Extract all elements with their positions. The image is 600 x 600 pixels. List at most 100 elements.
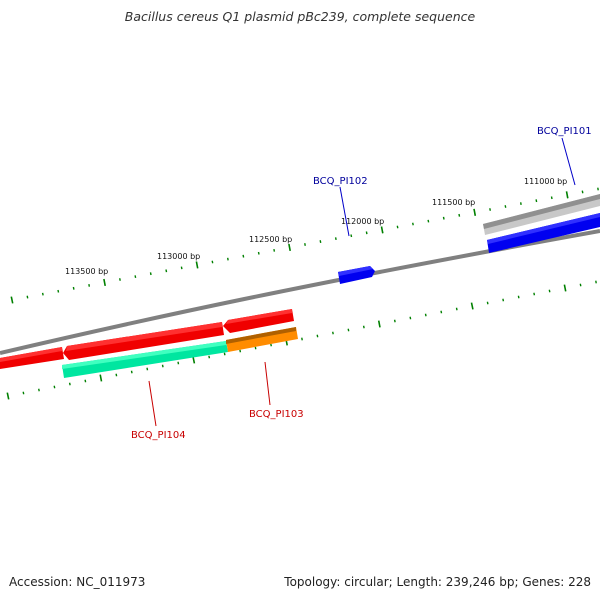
gene-bcq-pi104[interactable] (62, 341, 228, 378)
tick-label-113500: 113500 bp (65, 267, 108, 276)
backbone (0, 229, 600, 355)
gene-gray[interactable] (483, 194, 600, 235)
outer-major-tick (380, 226, 384, 234)
inner-minor-tick (517, 295, 520, 299)
inner-minor-tick (332, 331, 334, 335)
gene-label-bcq-pi102[interactable]: BCQ_PI102 (313, 176, 368, 187)
outer-major-tick (10, 296, 14, 304)
inner-minor-tick (53, 385, 56, 389)
outer-minor-tick (165, 269, 168, 273)
outer-minor-tick (149, 272, 152, 276)
map-title: Bacillus cereus Q1 plasmid pBc239, compl… (124, 9, 476, 24)
tick-label-112000: 112000 bp (341, 217, 384, 226)
gene-bcq-pi102[interactable] (338, 266, 375, 284)
inner-minor-tick (455, 307, 458, 311)
outer-minor-tick (273, 248, 276, 252)
outer-major-tick (288, 243, 291, 252)
inner-major-tick (377, 320, 381, 328)
inner-minor-tick (579, 283, 582, 287)
outer-minor-tick (319, 240, 322, 244)
gene-red-right[interactable] (223, 309, 294, 333)
inner-minor-tick (84, 379, 87, 383)
inner-minor-tick (548, 289, 551, 293)
outer-minor-tick (396, 225, 399, 229)
inner-minor-tick (409, 316, 412, 320)
outer-major-tick (103, 278, 106, 287)
inner-minor-tick (486, 301, 489, 305)
inner-minor-tick (254, 346, 257, 350)
outer-minor-tick (72, 286, 75, 290)
outer-minor-tick (550, 196, 553, 200)
inner-major-tick (99, 374, 103, 382)
outer-minor-tick (211, 260, 214, 264)
outer-minor-tick (350, 234, 353, 238)
outer-minor-tick (504, 205, 507, 208)
outer-minor-tick (242, 254, 245, 258)
gene-bcq-pi104-edge (62, 341, 226, 369)
gene-bcq-pi101[interactable] (487, 213, 600, 253)
inner-minor-tick (270, 343, 272, 347)
topology-summary: Topology: circular; Length: 239,246 bp; … (284, 575, 591, 589)
inner-major-tick (470, 302, 474, 310)
inner-minor-tick (177, 361, 180, 365)
gene-red-right-edge (226, 309, 292, 324)
gene-label-bcq-pi104[interactable]: BCQ_PI104 (131, 430, 186, 441)
gene-bcq-pi101-edge (487, 213, 600, 244)
gene-bcq-pi103[interactable] (226, 327, 298, 352)
inner-minor-tick (440, 310, 443, 314)
inner-minor-tick (362, 325, 365, 329)
tick-labels: 111000 bp 111500 bp 112000 bp 112500 bp … (65, 177, 567, 276)
inner-minor-tick (533, 292, 536, 296)
outer-minor-tick (535, 199, 538, 203)
outer-minor-tick (119, 278, 121, 281)
callout-line-bcq-pi104 (148, 380, 157, 427)
inner-minor-tick (130, 370, 133, 374)
outer-minor-tick (458, 213, 461, 217)
tick-label-111500: 111500 bp (432, 198, 475, 207)
inner-minor-tick (239, 349, 242, 353)
outer-minor-tick (26, 295, 29, 299)
outer-major-tick (195, 261, 199, 269)
gene-bcq-pi103-edge (226, 327, 296, 344)
inner-minor-tick (115, 373, 118, 377)
gene-bcq-pi102-edge (338, 266, 373, 276)
inner-minor-tick (316, 334, 319, 338)
callout-bcq-pi102[interactable]: BCQ_PI102 (313, 176, 368, 237)
tick-label-112500: 112500 bp (249, 235, 292, 244)
inner-minor-tick (424, 313, 427, 317)
outer-minor-tick (365, 231, 368, 235)
outer-major-tick (565, 191, 569, 199)
outer-minor-tick (412, 222, 414, 226)
outer-minor-tick (57, 289, 60, 293)
gene-gray-edge (483, 194, 600, 229)
outer-minor-tick (581, 190, 584, 194)
inner-minor-tick (146, 367, 149, 371)
outer-minor-tick (134, 275, 137, 279)
tick-label-111000: 111000 bp (524, 177, 567, 186)
callout-bcq-pi104[interactable]: BCQ_PI104 (131, 380, 186, 441)
outer-minor-tick (489, 208, 491, 211)
tick-ring-inner (6, 280, 597, 400)
inner-minor-tick (208, 355, 211, 359)
accession-label: Accession: NC_011973 (9, 575, 146, 589)
gene-label-bcq-pi101[interactable]: BCQ_PI101 (537, 126, 592, 137)
gene-red-center[interactable] (63, 322, 224, 360)
inner-minor-tick (393, 319, 396, 323)
tick-label-113000: 113000 bp (157, 252, 200, 261)
inner-minor-tick (161, 364, 164, 368)
outer-minor-tick (334, 237, 337, 241)
inner-major-tick (6, 392, 10, 400)
outer-minor-tick (442, 216, 445, 220)
inner-minor-tick (22, 391, 25, 395)
outer-minor-tick (180, 266, 183, 270)
callout-bcq-pi101[interactable]: BCQ_PI101 (537, 126, 592, 186)
inner-minor-tick (68, 382, 71, 386)
outer-minor-tick (257, 251, 260, 255)
tick-ring-outer (10, 187, 599, 304)
gene-label-bcq-pi103[interactable]: BCQ_PI103 (249, 409, 304, 420)
gene-red-left[interactable] (0, 347, 64, 369)
callout-line-bcq-pi101 (561, 137, 576, 186)
callout-bcq-pi103[interactable]: BCQ_PI103 (249, 361, 304, 420)
outer-major-tick (473, 208, 477, 216)
gene-red-center-edge (66, 322, 222, 351)
